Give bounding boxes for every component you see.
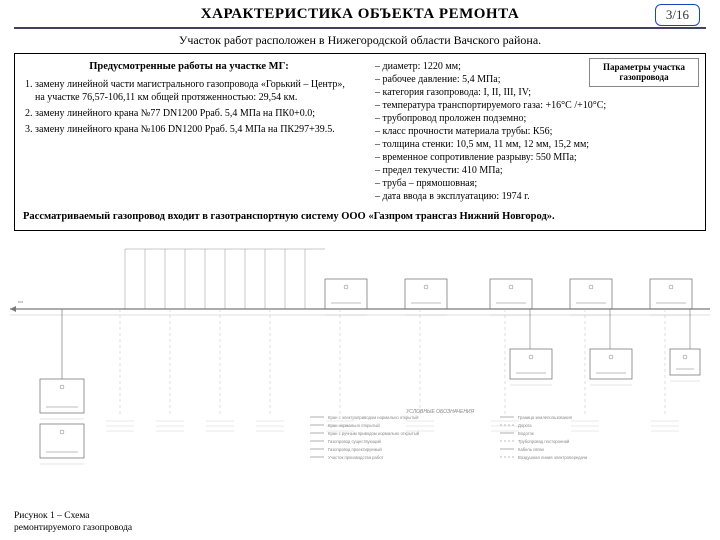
- header-rule: [14, 27, 706, 29]
- svg-text:Воздушная линия электропередач: Воздушная линия электропередачи: [518, 455, 588, 460]
- page-number-badge: 3/16: [655, 4, 700, 26]
- svg-text:Кран с ручным приводом нормаль: Кран с ручным приводом нормально открыты…: [328, 431, 420, 436]
- param-item: класс прочности материала трубы: К56;: [375, 125, 697, 138]
- svg-text:Газопровод существующий: Газопровод существующий: [328, 439, 382, 444]
- svg-text:Участок производства работ: Участок производства работ: [328, 455, 383, 460]
- work-item: замену линейного крана №106 DN1200 Pраб.…: [35, 123, 355, 136]
- param-item: категория газопровода: I, II, III, IV;: [375, 86, 697, 99]
- param-item: температура транспортируемого газа: +16°…: [375, 99, 697, 112]
- pipeline-diagram: УСЛОВНЫЕ ОБОЗНАЧЕНИЯКран с электропривод…: [10, 239, 710, 469]
- page-title: ХАРАКТЕРИСТИКА ОБЪЕКТА РЕМОНТА: [201, 6, 519, 23]
- param-item: дата ввода в эксплуатацию: 1974 г.: [375, 190, 697, 203]
- params-column: Параметры участка газопровода диаметр: 1…: [365, 60, 697, 203]
- works-heading: Предусмотренные работы на участке МГ:: [23, 60, 355, 74]
- param-item: предел текучести: 410 МПа;: [375, 164, 697, 177]
- work-item: замену линейной части магистрального газ…: [35, 78, 355, 104]
- param-item: труба – прямошовная;: [375, 177, 697, 190]
- svg-text:Водоток: Водоток: [518, 431, 534, 436]
- param-item: трубопровод проложен подземно;: [375, 112, 697, 125]
- params-badge: Параметры участка газопровода: [589, 58, 699, 87]
- work-item: замену линейного крана №77 DN1200 Pраб. …: [35, 107, 355, 120]
- svg-text:Газопровод проектируемый: Газопровод проектируемый: [328, 447, 382, 452]
- svg-text:км: км: [18, 299, 23, 304]
- footer-statement: Рассматриваемый газопровод входит в газо…: [23, 211, 697, 222]
- svg-text:Кран нормально открытый: Кран нормально открытый: [328, 423, 380, 428]
- svg-text:Граница землепользования: Граница землепользования: [518, 415, 572, 420]
- diagram-svg: УСЛОВНЫЕ ОБОЗНАЧЕНИЯКран с электропривод…: [10, 239, 710, 469]
- svg-text:Кран с электроприводом нормаль: Кран с электроприводом нормально открыты…: [328, 415, 419, 420]
- param-item: толщина стенки: 10,5 мм, 11 мм, 12 мм, 1…: [375, 138, 697, 151]
- info-box: Предусмотренные работы на участке МГ: за…: [14, 53, 706, 231]
- works-column: Предусмотренные работы на участке МГ: за…: [23, 60, 355, 203]
- svg-text:Кабель связи: Кабель связи: [518, 447, 545, 452]
- figure-caption: Рисунок 1 – Схемаремонтируемого газопров…: [14, 511, 132, 534]
- param-item: временное сопротивление разрыву: 550 МПа…: [375, 151, 697, 164]
- svg-text:Дорога: Дорога: [518, 423, 532, 428]
- works-list: замену линейной части магистрального газ…: [23, 78, 355, 136]
- subtitle: Участок работ расположен в Нижегородской…: [0, 33, 720, 48]
- svg-text:Трубопровод посторонний: Трубопровод посторонний: [518, 439, 570, 444]
